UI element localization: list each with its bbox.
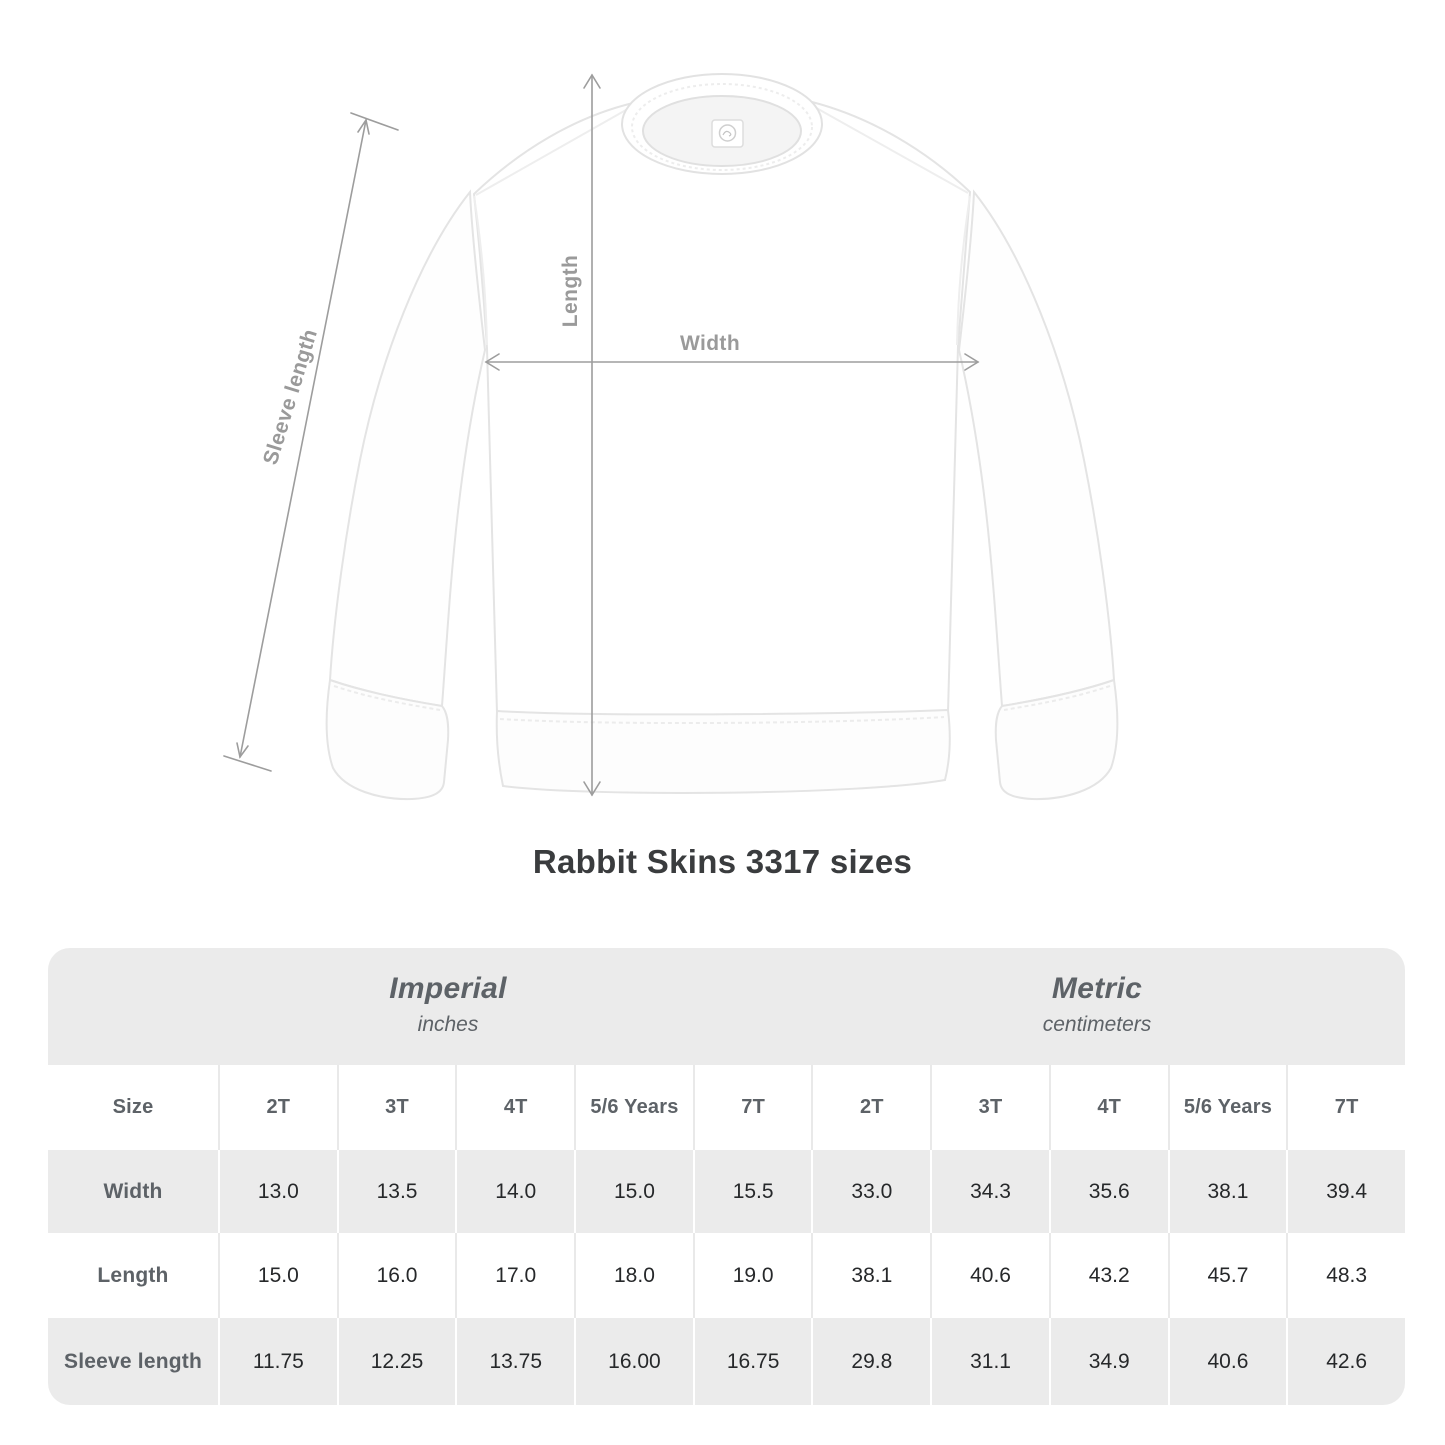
waistband <box>495 708 951 794</box>
table-header-row: Size 2T 3T 4T 5/6 Years 7T 2T 3T 4T 5/6 … <box>48 1065 1405 1150</box>
table-cell: 42.6 <box>1286 1318 1405 1405</box>
imperial-label: Imperial <box>389 972 507 1005</box>
table-cell: 35.6 <box>1048 1150 1168 1233</box>
table-cell: 16.00 <box>574 1318 693 1405</box>
table-cell: 15.0 <box>574 1150 693 1233</box>
table-cell: 15.0 <box>218 1233 337 1318</box>
column-header: 7T <box>692 1065 812 1150</box>
table-cell: 40.6 <box>1167 1318 1287 1405</box>
row-label: Width <box>103 1179 163 1203</box>
column-header: 7T <box>1286 1065 1405 1150</box>
sweatshirt-sleeves <box>325 189 1119 801</box>
column-header: 4T <box>1048 1065 1168 1150</box>
row-label: Length <box>97 1263 169 1287</box>
width-arrow <box>484 353 980 371</box>
imperial-section-header: Imperial inches <box>389 972 506 1037</box>
sleeve-length-arrow <box>223 112 399 772</box>
sweatshirt-body <box>472 100 972 794</box>
right-cuff <box>994 678 1119 801</box>
length-arrow <box>583 73 601 797</box>
table-cell: 15.5 <box>692 1150 812 1233</box>
table-cell: 34.9 <box>1048 1318 1168 1405</box>
column-header: 3T <box>930 1065 1049 1150</box>
table-cell: 18.0 <box>574 1233 693 1318</box>
table-cell: 13.5 <box>336 1150 456 1233</box>
column-header: 4T <box>455 1065 574 1150</box>
column-header: 5/6 Years <box>1167 1065 1287 1150</box>
sweatshirt-figure: Sleeve length Length Width <box>223 73 1119 801</box>
table-cell: 33.0 <box>811 1150 930 1233</box>
seam-lines <box>473 104 971 346</box>
table-cell: 16.75 <box>692 1318 812 1405</box>
table-row-sleeve-length: Sleeve length 11.75 12.25 13.75 16.00 16… <box>48 1318 1405 1405</box>
table-cell: 19.0 <box>692 1233 812 1318</box>
left-cuff <box>325 678 450 801</box>
table-cell: 45.7 <box>1167 1233 1287 1318</box>
column-header: 5/6 Years <box>574 1065 693 1150</box>
column-header: 2T <box>811 1065 930 1150</box>
table-cell: 40.6 <box>930 1233 1049 1318</box>
width-label: Width <box>679 332 741 355</box>
table-cell: 48.3 <box>1286 1233 1405 1318</box>
row-label: Sleeve length <box>64 1349 202 1373</box>
table-row-length: Length 15.0 16.0 17.0 18.0 19.0 38.1 40.… <box>48 1233 1405 1318</box>
page-title: Rabbit Skins 3317 sizes <box>532 843 913 880</box>
table-row-width: Width 13.0 13.5 14.0 15.0 15.5 33.0 34.3… <box>48 1150 1405 1233</box>
collar-tag <box>711 119 744 148</box>
table-cell: 31.1 <box>930 1318 1049 1405</box>
table-cell: 34.3 <box>930 1150 1049 1233</box>
table-cell: 11.75 <box>218 1318 337 1405</box>
sweatshirt-illustration <box>223 73 1119 801</box>
table-cell: 13.75 <box>455 1318 574 1405</box>
table-cell: 12.25 <box>336 1318 456 1405</box>
table-cell: 17.0 <box>455 1233 574 1318</box>
imperial-unit-label: inches <box>417 1013 479 1036</box>
table-cell: 43.2 <box>1048 1233 1168 1318</box>
length-label: Length <box>559 254 582 328</box>
table-cell: 38.1 <box>811 1233 930 1318</box>
column-header: 3T <box>336 1065 456 1150</box>
table-cell: 38.1 <box>1167 1150 1287 1233</box>
metric-section-header: Metric centimeters <box>1043 972 1152 1037</box>
table-cell: 16.0 <box>336 1233 456 1318</box>
metric-label: Metric <box>1051 972 1143 1005</box>
unit-header-band: Imperial inches Metric centimeters <box>48 948 1405 1065</box>
size-table: Imperial inches Metric centimeters Size … <box>48 948 1405 1405</box>
table-cell: 29.8 <box>811 1318 930 1405</box>
table-cell: 39.4 <box>1286 1150 1405 1233</box>
column-header-size: Size <box>112 1096 154 1118</box>
column-header: 2T <box>218 1065 337 1150</box>
metric-unit-label: centimeters <box>1042 1013 1152 1036</box>
table-cell: 14.0 <box>455 1150 574 1233</box>
collar <box>621 73 823 175</box>
table-cell: 13.0 <box>218 1150 337 1233</box>
